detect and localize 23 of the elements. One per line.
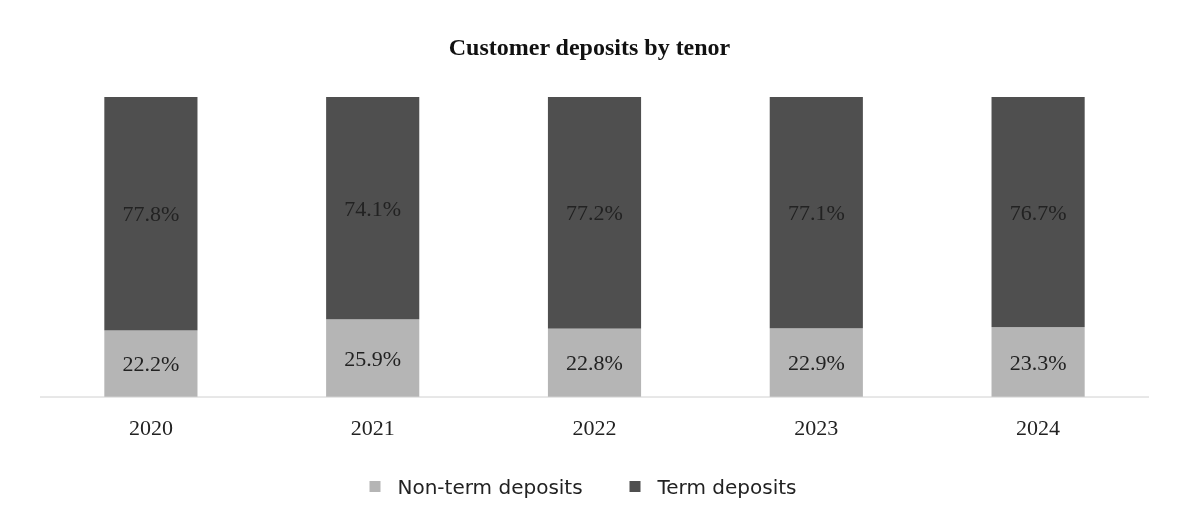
data-label: 25.9% bbox=[344, 345, 402, 371]
legend-label: Term deposits bbox=[656, 475, 797, 499]
data-label: 22.9% bbox=[787, 350, 845, 376]
x-tick-label: 2022 bbox=[572, 415, 617, 440]
bar bbox=[991, 327, 1085, 397]
bar bbox=[547, 328, 642, 397]
bar bbox=[769, 97, 863, 329]
legend-label: Non-term deposits bbox=[397, 475, 583, 499]
chart-title: Customer deposits by tenor bbox=[448, 34, 731, 60]
data-label: 22.2% bbox=[122, 351, 180, 377]
data-label: 22.8% bbox=[566, 350, 623, 376]
x-tick-label: 2020 bbox=[128, 415, 173, 440]
bar bbox=[547, 97, 642, 329]
bar bbox=[104, 97, 198, 331]
bar bbox=[769, 328, 863, 397]
x-tick-label: 2024 bbox=[1016, 415, 1061, 440]
data-label: 23.3% bbox=[1009, 349, 1067, 375]
bar bbox=[991, 97, 1085, 328]
x-tick-label: 2023 bbox=[794, 415, 839, 440]
bar bbox=[104, 330, 198, 397]
x-tick-label: 2021 bbox=[350, 415, 395, 440]
bar bbox=[326, 97, 420, 320]
bar bbox=[326, 319, 420, 397]
